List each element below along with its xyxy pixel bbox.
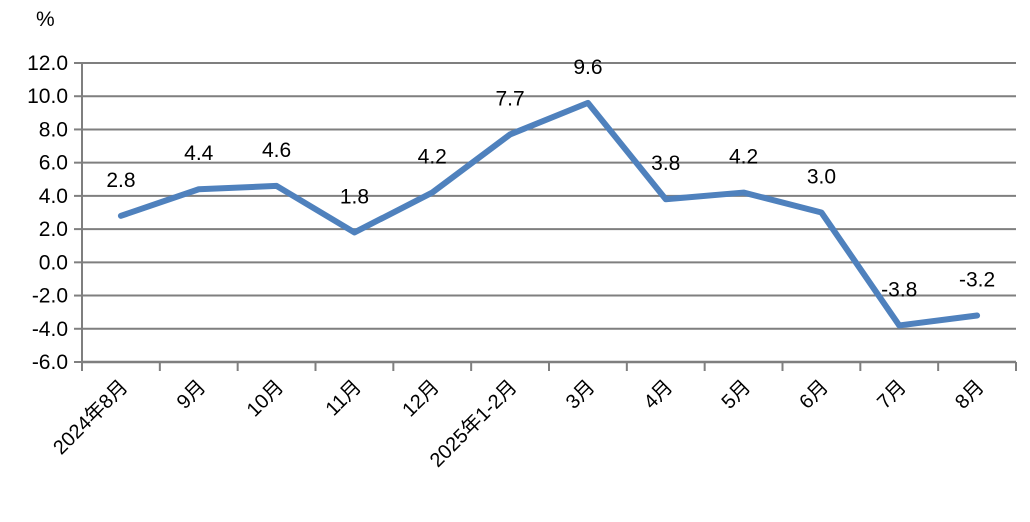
y-axis-tick-label: 12.0: [27, 52, 68, 75]
data-label: -3.8: [881, 278, 917, 301]
data-label: 3.8: [651, 152, 680, 175]
x-axis-tick-label: 12月: [398, 376, 443, 421]
y-axis-tick-label: 10.0: [27, 85, 68, 108]
y-axis-tick-label: 8.0: [39, 118, 68, 141]
data-label: 1.8: [340, 185, 369, 208]
x-axis-tick-label: 11月: [322, 376, 366, 420]
x-axis-tick-label: 9月: [173, 376, 211, 414]
x-axis-tick-label: 2024年8月: [49, 375, 133, 459]
data-label: 9.6: [573, 56, 602, 79]
y-axis-tick-label: 2.0: [39, 218, 68, 241]
data-label: 2.8: [106, 169, 135, 192]
y-axis-tick-label: -4.0: [32, 318, 68, 341]
x-axis-tick-label: 5月: [718, 376, 756, 414]
data-series-line: [117, 99, 981, 329]
x-axis-tick-label: 7月: [873, 376, 911, 414]
x-axis-tick-label: 3月: [562, 376, 600, 414]
y-axis-tick-label: -2.0: [32, 285, 68, 308]
y-axis-tick-label: 0.0: [39, 251, 68, 274]
data-label: 4.2: [418, 146, 447, 169]
data-label: 7.7: [495, 87, 524, 110]
data-label: 3.0: [807, 166, 836, 189]
y-axis-tick-label: -6.0: [32, 351, 68, 374]
x-axis-tick-label: 8月: [951, 376, 989, 414]
data-label: 4.4: [184, 142, 214, 165]
y-axis-tick-label: 4.0: [39, 185, 68, 208]
data-label: 4.2: [729, 146, 758, 169]
x-axis-tick-label: 6月: [795, 376, 833, 414]
data-label: 4.6: [262, 139, 291, 162]
data-label: -3.2: [959, 268, 995, 291]
x-axis-tick-label: 10月: [243, 376, 288, 421]
y-axis-tick-label: 6.0: [39, 152, 68, 175]
x-axis-tick-label: 4月: [640, 376, 678, 414]
y-axis-unit-label: %: [36, 8, 55, 31]
